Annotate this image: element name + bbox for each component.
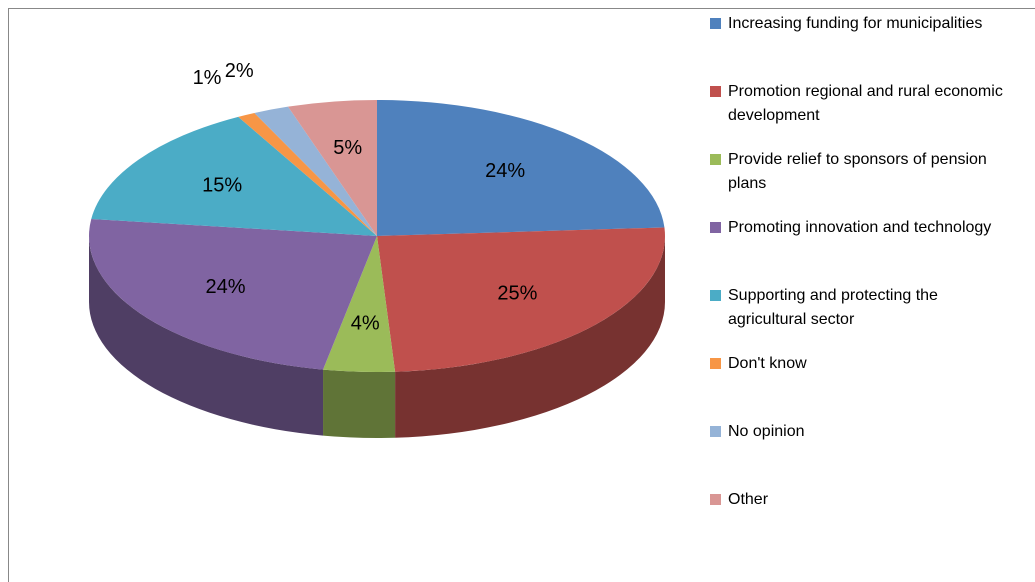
- legend-swatch: [710, 290, 721, 301]
- legend-swatch: [710, 222, 721, 233]
- pie-side: [323, 369, 396, 438]
- data-label: 2%: [225, 60, 254, 82]
- legend-item: Don't know: [710, 352, 1020, 420]
- legend-item: Promotion regional and rural economic de…: [710, 80, 1020, 148]
- pie-side: [89, 236, 324, 436]
- legend-item: Supporting and protecting the agricultur…: [710, 284, 1020, 352]
- legend-label: Promotion regional and rural economic de…: [728, 83, 1003, 124]
- data-label: 15%: [202, 175, 242, 197]
- data-label: 5%: [333, 137, 362, 159]
- pie-slice: [323, 236, 396, 372]
- legend-swatch: [710, 18, 721, 29]
- legend-item: Provide relief to sponsors of pension pl…: [710, 148, 1020, 216]
- legend-label: Promoting innovation and technology: [728, 219, 992, 236]
- pie-slice: [377, 100, 665, 236]
- legend-label: Provide relief to sponsors of pension pl…: [728, 151, 987, 192]
- legend: Increasing funding for municipalities Pro…: [710, 12, 1020, 556]
- legend-swatch: [710, 494, 721, 505]
- pie-slice: [91, 116, 377, 236]
- legend-item: No opinion: [710, 420, 1020, 488]
- legend-swatch: [710, 426, 721, 437]
- data-label: 1%: [193, 67, 222, 89]
- legend-swatch: [710, 86, 721, 97]
- legend-swatch: [710, 358, 721, 369]
- data-label: 4%: [351, 313, 380, 335]
- legend-label: No opinion: [728, 423, 805, 440]
- legend-item: Increasing funding for municipalities: [710, 12, 1020, 80]
- legend-label: Supporting and protecting the agricultur…: [728, 287, 938, 328]
- legend-item: Promoting innovation and technology: [710, 216, 1020, 284]
- legend-label: Increasing funding for municipalities: [728, 15, 983, 32]
- data-label: 24%: [206, 276, 246, 298]
- data-label: 25%: [497, 283, 537, 305]
- legend-swatch: [710, 154, 721, 165]
- data-label: 24%: [485, 160, 525, 182]
- legend-item: Other: [710, 488, 1020, 556]
- pie-chart: 24% 25% 4% 24% 15% 1% 2% 5%: [89, 60, 665, 438]
- pie-slice: [288, 100, 377, 236]
- pie-side: [395, 236, 665, 438]
- pie-slice: [377, 227, 665, 372]
- legend-label: Don't know: [728, 355, 807, 372]
- legend-label: Other: [728, 491, 769, 508]
- pie-slice: [238, 112, 377, 236]
- chart-frame: [8, 8, 1035, 582]
- pie-slice: [89, 218, 377, 370]
- pie-slice: [254, 106, 377, 236]
